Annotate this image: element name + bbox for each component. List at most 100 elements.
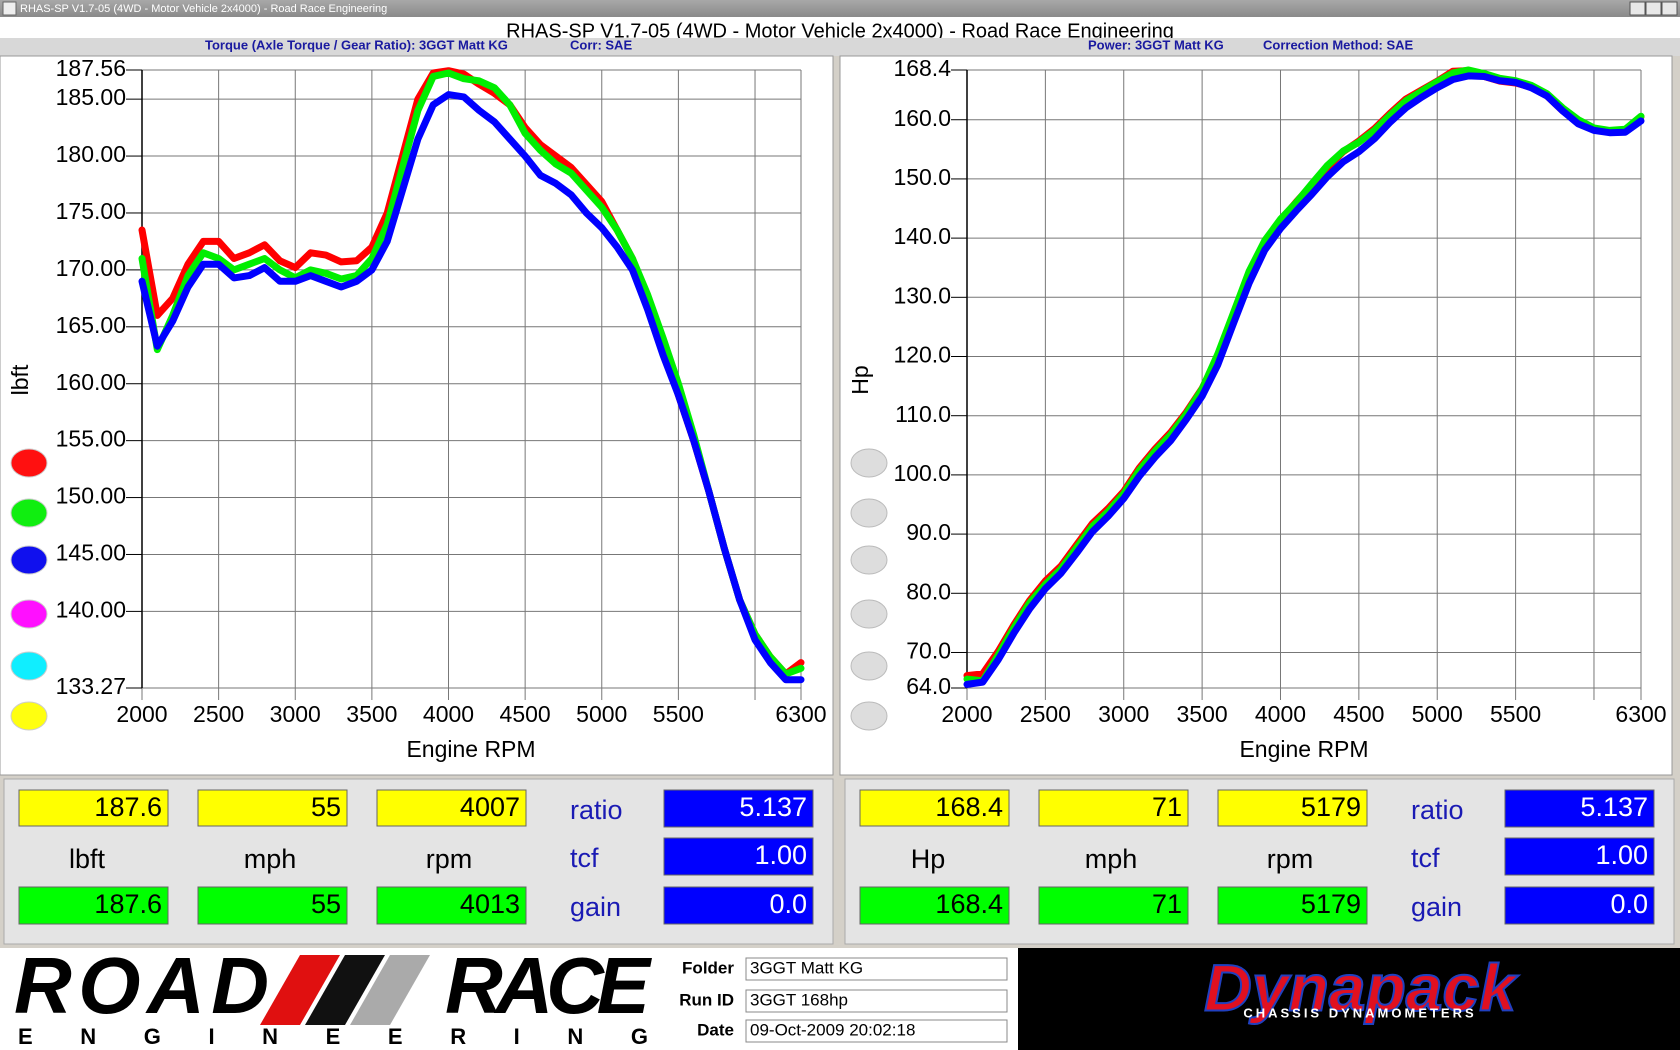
- param-value: 5.137: [1580, 792, 1648, 822]
- y-tick-label: 185.00: [56, 84, 126, 110]
- readout-box: [18, 789, 169, 827]
- y-tick-label: 80.0: [906, 578, 951, 604]
- legend-dot[interactable]: [850, 545, 888, 575]
- readout-box: [197, 886, 348, 925]
- chart-header: Power: 3GGT Matt KG: [1088, 37, 1224, 52]
- param-label: ratio: [570, 795, 623, 825]
- legend-dot[interactable]: [850, 701, 888, 731]
- legend-dot[interactable]: [10, 545, 48, 575]
- x-tick-label: 5500: [1490, 701, 1541, 727]
- readout-unit: Hp: [911, 844, 946, 874]
- minimize-button[interactable]: [1629, 1, 1646, 16]
- field-value: 09-Oct-2009 20:02:18: [750, 1020, 915, 1039]
- x-tick-label: 6300: [1615, 701, 1666, 727]
- caption-bar: [0, 17, 1680, 39]
- x-tick-label: 2500: [193, 701, 244, 727]
- param-label: tcf: [570, 843, 599, 873]
- readout-unit: rpm: [1267, 844, 1314, 874]
- x-axis-label: Engine RPM: [1239, 736, 1368, 762]
- legend-dot[interactable]: [850, 651, 888, 681]
- logo-stripe: [350, 955, 430, 1025]
- y-tick-label: 180.00: [56, 141, 126, 167]
- readout-box: [859, 886, 1010, 925]
- field-box: [745, 1019, 1008, 1043]
- y-tick-label: 160.00: [56, 369, 126, 395]
- y-tick-label: 155.00: [56, 426, 126, 452]
- x-tick-label: 3000: [1098, 701, 1149, 727]
- field-value: 3GGT 168hp: [750, 990, 848, 1009]
- param-box: [663, 789, 814, 828]
- logo-stripe: [260, 955, 340, 1025]
- readout-box: [376, 886, 527, 925]
- readout-unit: lbft: [69, 844, 106, 874]
- readout-box: [859, 789, 1010, 827]
- param-value: 5.137: [739, 792, 807, 822]
- y-tick-label: 145.00: [56, 540, 126, 566]
- logo-race: RACE: [445, 941, 653, 1030]
- y-axis-label: Hp: [847, 365, 873, 394]
- readout-unit: mph: [1085, 844, 1138, 874]
- header-strip: [0, 38, 1680, 56]
- readout-box: [376, 789, 527, 827]
- param-label: tcf: [1411, 843, 1440, 873]
- x-tick-label: 6300: [775, 701, 826, 727]
- legend-dot[interactable]: [10, 651, 48, 681]
- y-tick-label: 168.4: [893, 55, 951, 81]
- field-label: Run ID: [679, 990, 734, 1009]
- legend-dot[interactable]: [850, 448, 888, 478]
- legend-dot[interactable]: [10, 599, 48, 629]
- param-box: [1504, 789, 1655, 828]
- x-tick-label: 4000: [1255, 701, 1306, 727]
- logo-stripe: [305, 955, 385, 1025]
- field-label: Folder: [682, 958, 734, 977]
- y-tick-label: 90.0: [906, 519, 951, 545]
- y-axis-label: lbft: [7, 364, 33, 395]
- caption: RHAS-SP V1.7-05 (4WD - Motor Vehicle 2x4…: [506, 20, 1174, 42]
- readout-box: [1217, 886, 1368, 925]
- legend-dot[interactable]: [10, 448, 48, 478]
- close-button[interactable]: [1661, 1, 1678, 16]
- y-tick-label: 133.27: [56, 673, 126, 699]
- x-axis-label: Engine RPM: [406, 736, 535, 762]
- field-value: 3GGT Matt KG: [750, 958, 863, 977]
- y-tick-label: 165.00: [56, 312, 126, 338]
- param-box: [663, 886, 814, 925]
- y-tick-label: 187.56: [56, 55, 126, 81]
- field-label: Date: [697, 1020, 734, 1039]
- legend-dot[interactable]: [10, 701, 48, 731]
- y-tick-label: 140.00: [56, 596, 126, 622]
- x-tick-label: 5500: [653, 701, 704, 727]
- x-tick-label: 3500: [1177, 701, 1228, 727]
- y-tick-label: 160.0: [893, 105, 951, 131]
- window-title: RHAS-SP V1.7-05 (4WD - Motor Vehicle 2x4…: [20, 3, 387, 15]
- correction: Correction Method: SAE: [1263, 37, 1414, 52]
- field-box: [745, 957, 1008, 981]
- readout-unit: mph: [244, 844, 297, 874]
- readout-value: 4013: [460, 889, 520, 919]
- param-value: 1.00: [754, 840, 807, 870]
- x-tick-label: 3000: [270, 701, 321, 727]
- param-box: [663, 837, 814, 876]
- legend-dot[interactable]: [850, 599, 888, 629]
- readout-value: 5179: [1301, 792, 1361, 822]
- param-value: 0.0: [1610, 889, 1648, 919]
- x-tick-label: 4500: [1333, 701, 1384, 727]
- readout-box: [1217, 789, 1368, 827]
- chart-header: Torque (Axle Torque / Gear Ratio): 3GGT …: [205, 37, 508, 52]
- y-tick-label: 110.0: [895, 401, 951, 427]
- x-tick-label: 2500: [1020, 701, 1071, 727]
- readout-value: 71: [1152, 889, 1182, 919]
- y-tick-label: 175.00: [56, 198, 126, 224]
- readout-unit: rpm: [426, 844, 473, 874]
- x-tick-label: 5000: [1412, 701, 1463, 727]
- readout-value: 4007: [460, 792, 520, 822]
- x-tick-label: 3500: [346, 701, 397, 727]
- legend-dot[interactable]: [850, 498, 888, 528]
- x-tick-label: 2000: [116, 701, 167, 727]
- maximize-button[interactable]: [1645, 1, 1662, 16]
- legend-dot[interactable]: [10, 498, 48, 528]
- readout-box: [1038, 789, 1189, 827]
- y-tick-label: 70.0: [906, 638, 951, 664]
- y-tick-label: 64.0: [906, 673, 951, 699]
